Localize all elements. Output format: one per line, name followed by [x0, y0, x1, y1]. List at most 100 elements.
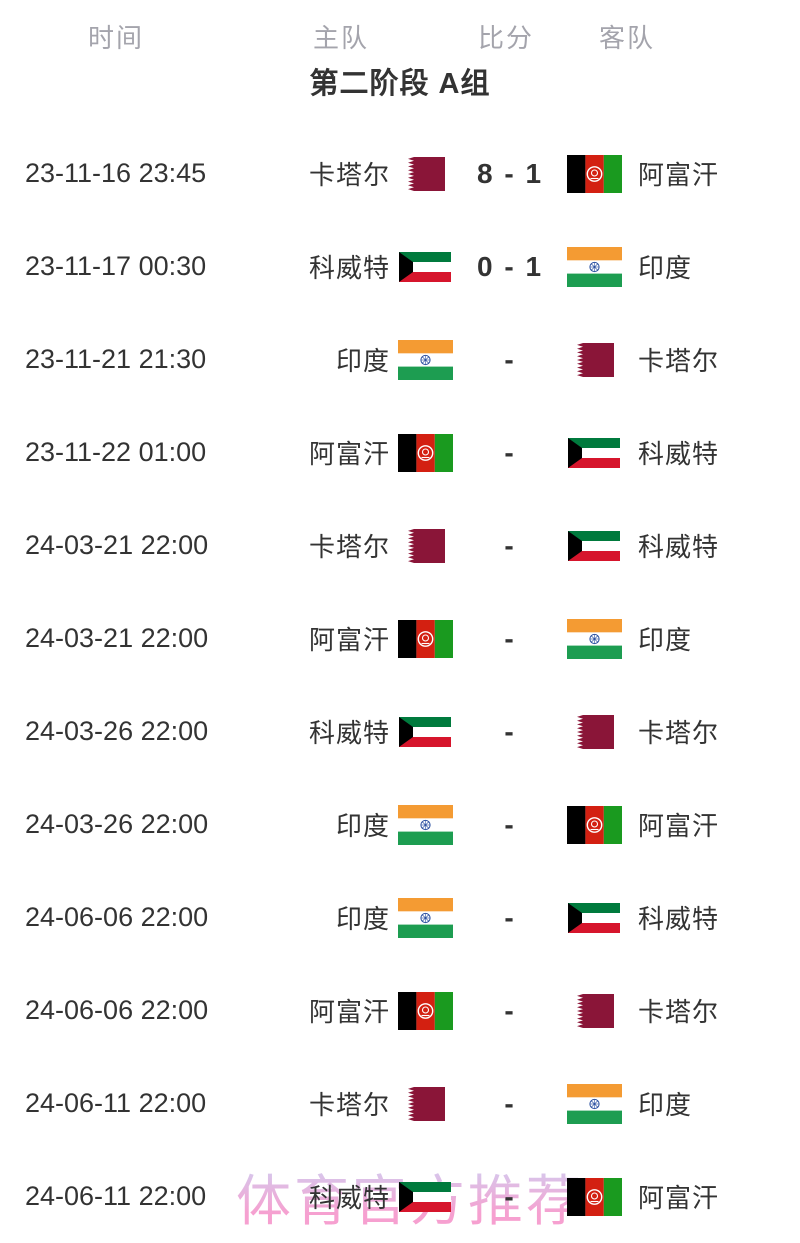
away-team-name: 阿富汗	[638, 1183, 720, 1213]
match-row[interactable]: 24-06-11 22:00 卡塔尔 - 印度	[0, 1057, 800, 1150]
match-score: -	[504, 994, 516, 1026]
match-score: 8 - 1	[476, 157, 544, 189]
column-header-away: 客队	[598, 22, 655, 53]
afghanistan-flag	[397, 433, 453, 472]
away-team-name: 印度	[638, 625, 693, 655]
away-team-flag-cell	[560, 1083, 628, 1124]
kuwait-flag	[568, 437, 620, 468]
match-time: 23-11-22 01:00	[25, 437, 207, 467]
match-time: 23-11-21 21:30	[25, 344, 207, 374]
away-team-flag-cell	[560, 246, 628, 287]
away-team-flag-cell	[560, 154, 628, 193]
away-team-flag-cell	[560, 993, 628, 1028]
home-team-name: 阿富汗	[308, 625, 390, 655]
india-flag	[566, 246, 622, 287]
match-score: -	[504, 622, 516, 654]
india-flag	[397, 804, 453, 845]
match-score: -	[504, 808, 516, 840]
match-score: -	[504, 1087, 516, 1119]
home-team-flag-cell	[390, 433, 460, 472]
match-row[interactable]: 24-03-26 22:00 印度 - 阿富汗	[0, 778, 800, 871]
match-row[interactable]: 24-03-21 22:00 阿富汗 - 印度	[0, 592, 800, 685]
home-team-flag-cell	[390, 897, 460, 938]
away-team-name: 阿富汗	[638, 160, 720, 190]
india-flag	[397, 339, 453, 380]
match-time: 24-03-26 22:00	[25, 716, 209, 746]
column-header-time: 时间	[87, 22, 144, 53]
match-row[interactable]: 23-11-21 21:30 印度 - 卡塔尔	[0, 313, 800, 406]
match-row[interactable]: 23-11-17 00:30 科威特 0 - 1 印度	[0, 220, 800, 313]
afghanistan-flag	[566, 1177, 622, 1216]
home-team-flag-cell	[390, 251, 460, 282]
away-team-name: 阿富汗	[638, 811, 720, 841]
match-time: 23-11-17 00:30	[25, 251, 207, 281]
away-team-flag-cell	[560, 1177, 628, 1216]
kuwait-flag	[399, 251, 451, 282]
match-score: -	[504, 1180, 516, 1212]
match-row[interactable]: 24-03-26 22:00 科威特 - 卡塔尔	[0, 685, 800, 778]
away-team-name: 科威特	[638, 439, 720, 469]
home-team-flag-cell	[390, 991, 460, 1030]
match-time: 24-06-06 22:00	[25, 995, 209, 1025]
away-team-flag-cell	[560, 342, 628, 377]
match-row[interactable]: 24-06-11 22:00 科威特 - 阿富汗	[0, 1150, 800, 1243]
kuwait-flag	[399, 716, 451, 747]
qatar-flag	[574, 714, 614, 749]
afghanistan-flag	[397, 619, 453, 658]
match-row[interactable]: 23-11-22 01:00 阿富汗 - 科威特	[0, 406, 800, 499]
home-team-flag-cell	[390, 716, 460, 747]
match-time: 24-06-11 22:00	[25, 1088, 207, 1118]
match-row[interactable]: 24-03-21 22:00 卡塔尔 - 科威特	[0, 499, 800, 592]
home-team-flag-cell	[390, 1086, 460, 1121]
qatar-flag	[574, 342, 614, 377]
home-team-flag-cell	[390, 804, 460, 845]
home-team-name: 科威特	[308, 718, 390, 748]
home-team-name: 科威特	[308, 1183, 390, 1213]
kuwait-flag	[568, 902, 620, 933]
match-time: 24-06-11 22:00	[25, 1181, 207, 1211]
match-row[interactable]: 24-06-06 22:00 阿富汗 - 卡塔尔	[0, 964, 800, 1057]
match-score: -	[504, 715, 516, 747]
table-header: 时间 主队 比分 客队	[0, 0, 800, 60]
qatar-flag	[405, 156, 445, 191]
away-team-name: 卡塔尔	[638, 718, 720, 748]
home-team-name: 印度	[335, 904, 390, 934]
home-team-flag-cell	[390, 339, 460, 380]
match-score: -	[504, 529, 516, 561]
home-team-name: 阿富汗	[308, 997, 390, 1027]
group-title: 第二阶段 A组	[309, 68, 491, 100]
away-team-name: 卡塔尔	[638, 346, 720, 376]
afghanistan-flag	[397, 991, 453, 1030]
home-team-name: 阿富汗	[308, 439, 390, 469]
away-team-flag-cell	[560, 902, 628, 933]
kuwait-flag	[568, 530, 620, 561]
kuwait-flag	[399, 1181, 451, 1212]
away-team-name: 印度	[638, 253, 693, 283]
away-team-flag-cell	[560, 530, 628, 561]
home-team-name: 印度	[335, 811, 390, 841]
home-team-name: 卡塔尔	[308, 532, 390, 562]
away-team-name: 卡塔尔	[638, 997, 720, 1027]
away-team-flag-cell	[560, 618, 628, 659]
home-team-flag-cell	[390, 1181, 460, 1212]
match-row[interactable]: 23-11-16 23:45 卡塔尔 8 - 1 阿富汗	[0, 127, 800, 220]
away-team-flag-cell	[560, 805, 628, 844]
away-team-name: 科威特	[638, 532, 720, 562]
match-row[interactable]: 24-06-06 22:00 印度 - 科威特	[0, 871, 800, 964]
india-flag	[566, 618, 622, 659]
home-team-flag-cell	[390, 156, 460, 191]
match-score: -	[504, 901, 516, 933]
away-team-flag-cell	[560, 714, 628, 749]
home-team-name: 卡塔尔	[308, 1090, 390, 1120]
match-score: -	[504, 436, 516, 468]
home-team-name: 科威特	[308, 253, 390, 283]
qatar-flag	[405, 528, 445, 563]
home-team-flag-cell	[390, 619, 460, 658]
india-flag	[397, 897, 453, 938]
qatar-flag	[405, 1086, 445, 1121]
home-team-name: 卡塔尔	[308, 160, 390, 190]
away-team-flag-cell	[560, 437, 628, 468]
match-time: 24-03-21 22:00	[25, 623, 209, 653]
india-flag	[566, 1083, 622, 1124]
